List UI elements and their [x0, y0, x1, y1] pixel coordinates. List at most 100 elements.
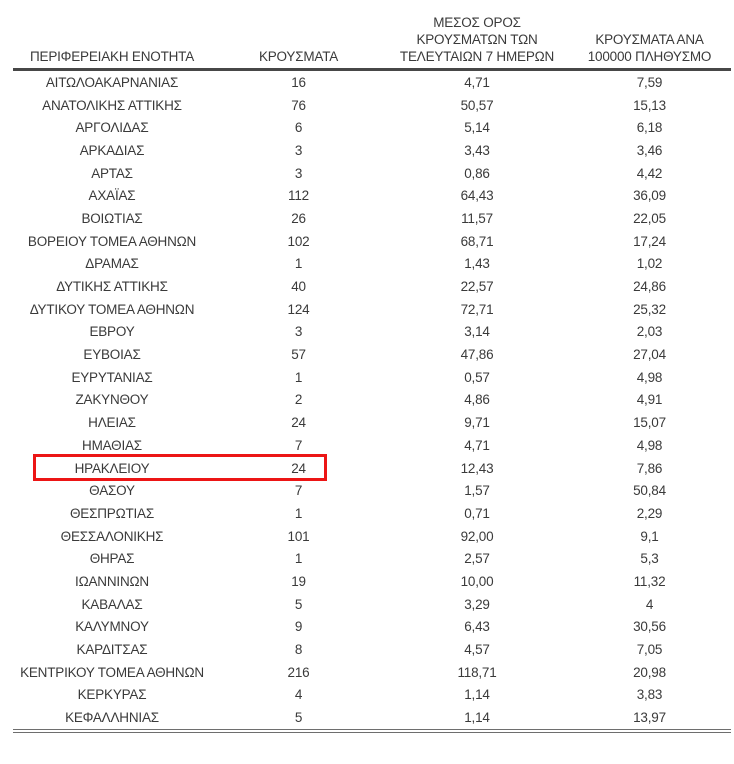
table-row: ΑΝΑΤΟΛΙΚΗΣ ΑΤΤΙΚΗΣ 76 50,57 15,13 — [13, 94, 731, 117]
column-header-line: ΤΕΛΕΥΤΑΙΩΝ 7 ΗΜΕΡΩΝ — [399, 49, 555, 64]
cell-region-name: ΑΧΑΪΑΣ — [88, 188, 136, 204]
cell-avg-7-days: 64,43 — [460, 188, 494, 204]
cell-avg-7-days: 22,57 — [460, 279, 494, 295]
cell-avg-7-days: 4,57 — [464, 642, 490, 658]
cell-region-name: ΔΡΑΜΑΣ — [85, 256, 139, 272]
cell-per-100k: 15,07 — [633, 415, 666, 431]
cell-avg-7-days: 4,86 — [464, 392, 490, 408]
cell-region-name: ΚΑΒΑΛΑΣ — [81, 596, 143, 612]
cell-region-name: ΚΑΡΔΙΤΣΑΣ — [76, 642, 148, 658]
table-row: ΚΑΛΥΜΝΟΥ 9 6,43 30,56 — [13, 616, 731, 639]
cell-cases: 7 — [294, 483, 303, 499]
cell-per-100k: 3,46 — [636, 142, 663, 158]
table-row: ΕΥΒΟΙΑΣ 57 47,86 27,04 — [13, 343, 731, 366]
table-row: ΔΡΑΜΑΣ 1 1,43 1,02 — [13, 253, 731, 276]
cell-region-name: ΒΟΡΕΙΟΥ ΤΟΜΕΑ ΑΘΗΝΩΝ — [27, 233, 197, 249]
cell-region-name: ΗΡΑΚΛΕΙΟΥ — [74, 460, 150, 476]
column-header-line: ΚΡΟΥΣΜΑΤΑ ΑΝΑ — [595, 32, 704, 47]
cell-region-name: ΕΥΡΥΤΑΝΙΑΣ — [71, 369, 153, 385]
cell-cases: 7 — [294, 437, 303, 453]
column-header-per-100k: ΚΡΟΥΣΜΑΤΑ ΑΝΑ 100000 ΠΛΗΘΥΣΜΟ — [568, 31, 731, 65]
table-row: ΑΡΚΑΔΙΑΣ 3 3,43 3,46 — [13, 139, 731, 162]
cell-region-name: ΑΡΚΑΔΙΑΣ — [79, 142, 145, 158]
table-row: ΗΡΑΚΛΕΙΟΥ 24 12,43 7,86 — [13, 454, 731, 482]
column-header-region: ΠΕΡΙΦΕΡΕΙΑΚΗ ΕΝΟΤΗΤΑ — [13, 48, 211, 65]
cell-region-name: ΒΟΙΩΤΙΑΣ — [81, 210, 143, 226]
cell-cases: 3 — [294, 142, 303, 158]
table-row: ΑΡΤΑΣ 3 0,86 4,42 — [13, 162, 731, 185]
cell-per-100k: 50,84 — [633, 483, 666, 499]
table-body: ΑΙΤΩΛΟΑΚΑΡΝΑΝΙΑΣ 16 4,71 7,59 ΑΝΑΤΟΛΙΚΗΣ… — [13, 71, 731, 733]
cell-region-name: ΚΕΝΤΡΙΚΟΥ ΤΟΜΕΑ ΑΘΗΝΩΝ — [20, 664, 204, 680]
cell-avg-7-days: 1,14 — [464, 710, 490, 726]
cell-avg-7-days: 50,57 — [460, 97, 494, 113]
cell-region-name: ΔΥΤΙΚΟΥ ΤΟΜΕΑ ΑΘΗΝΩΝ — [29, 301, 195, 317]
cell-cases: 4 — [294, 687, 303, 703]
cell-per-100k: 27,04 — [633, 347, 666, 363]
cell-avg-7-days: 4,71 — [464, 74, 490, 90]
cell-region-name: ΘΑΣΟΥ — [89, 483, 135, 499]
cell-avg-7-days: 3,29 — [464, 596, 490, 612]
cell-region-name: ΘΕΣΣΑΛΟΝΙΚΗΣ — [60, 528, 164, 544]
cell-per-100k: 25,32 — [633, 301, 666, 317]
cell-avg-7-days: 0,86 — [464, 165, 490, 181]
table-row: ΙΩΑΝΝΙΝΩΝ 19 10,00 11,32 — [13, 570, 731, 593]
cell-cases: 26 — [291, 210, 306, 226]
cell-per-100k: 9,1 — [640, 528, 659, 544]
table-row: ΚΑΡΔΙΤΣΑΣ 8 4,57 7,05 — [13, 638, 731, 661]
cell-avg-7-days: 0,57 — [464, 369, 490, 385]
cell-avg-7-days: 6,43 — [464, 619, 490, 635]
cell-avg-7-days: 72,71 — [460, 301, 494, 317]
cell-per-100k: 24,86 — [633, 279, 666, 295]
cell-per-100k: 4,42 — [636, 165, 663, 181]
table-row: ΔΥΤΙΚΗΣ ΑΤΤΙΚΗΣ 40 22,57 24,86 — [13, 275, 731, 298]
cell-per-100k: 7,59 — [636, 74, 663, 90]
cell-avg-7-days: 5,14 — [464, 120, 490, 136]
cell-per-100k: 11,32 — [633, 573, 666, 589]
cell-cases: 8 — [294, 642, 303, 658]
cell-region-name: ΚΕΦΑΛΛΗΝΙΑΣ — [65, 710, 159, 726]
cell-region-name: ΗΛΕΙΑΣ — [88, 415, 136, 431]
cell-avg-7-days: 4,71 — [464, 437, 490, 453]
cell-cases: 6 — [294, 120, 303, 136]
table-row: ΖΑΚΥΝΘΟΥ 2 4,86 4,91 — [13, 389, 731, 412]
cell-cases: 40 — [291, 279, 306, 295]
cell-region-name: ΚΕΡΚΥΡΑΣ — [77, 687, 147, 703]
cell-per-100k: 7,86 — [636, 460, 663, 476]
cell-region-name: ΑΙΤΩΛΟΑΚΑΡΝΑΝΙΑΣ — [45, 74, 179, 90]
cell-per-100k: 15,13 — [633, 97, 666, 113]
cell-per-100k: 5,3 — [640, 551, 659, 567]
table-row: ΕΒΡΟΥ 3 3,14 2,03 — [13, 321, 731, 344]
cell-cases: 216 — [287, 664, 310, 680]
cell-cases: 76 — [291, 97, 306, 113]
cell-cases: 3 — [294, 165, 303, 181]
cell-per-100k: 7,05 — [636, 642, 663, 658]
column-header-line: ΜΕΣΟΣ ΟΡΟΣ — [433, 15, 521, 30]
cell-per-100k: 4,98 — [636, 437, 663, 453]
table-row: ΚΑΒΑΛΑΣ 5 3,29 4 — [13, 593, 731, 616]
cell-cases: 5 — [294, 710, 303, 726]
cell-per-100k: 30,56 — [633, 619, 666, 635]
cell-cases: 3 — [294, 324, 303, 340]
cell-per-100k: 36,09 — [633, 188, 666, 204]
regional-cases-table: ΠΕΡΙΦΕΡΕΙΑΚΗ ΕΝΟΤΗΤΑ ΚΡΟΥΣΜΑΤΑ ΜΕΣΟΣ ΟΡΟ… — [13, 11, 731, 733]
cell-per-100k: 2,03 — [636, 324, 663, 340]
column-header-line: ΚΡΟΥΣΜΑΤΩΝ ΤΩΝ — [416, 32, 538, 47]
cell-per-100k: 13,97 — [633, 710, 666, 726]
cell-avg-7-days: 0,71 — [464, 505, 490, 521]
cell-per-100k: 3,83 — [636, 687, 663, 703]
cell-avg-7-days: 1,57 — [464, 483, 490, 499]
column-header-line: ΠΕΡΙΦΕΡΕΙΑΚΗ ΕΝΟΤΗΤΑ — [29, 49, 195, 64]
table-row: ΘΕΣΣΑΛΟΝΙΚΗΣ 101 92,00 9,1 — [13, 525, 731, 548]
cell-cases: 101 — [287, 528, 310, 544]
column-header-cases: ΚΡΟΥΣΜΑΤΑ — [211, 48, 386, 65]
cell-cases: 16 — [291, 74, 306, 90]
cell-region-name: ΑΝΑΤΟΛΙΚΗΣ ΑΤΤΙΚΗΣ — [42, 97, 182, 113]
cell-region-name: ΘΕΣΠΡΩΤΙΑΣ — [69, 505, 155, 521]
cell-per-100k: 4,98 — [636, 369, 663, 385]
table-header-row: ΠΕΡΙΦΕΡΕΙΑΚΗ ΕΝΟΤΗΤΑ ΚΡΟΥΣΜΑΤΑ ΜΕΣΟΣ ΟΡΟ… — [13, 11, 731, 71]
cell-region-name: ΑΡΓΟΛΙΔΑΣ — [75, 120, 149, 136]
cell-cases: 5 — [294, 596, 303, 612]
column-header-line: ΚΡΟΥΣΜΑΤΑ — [258, 49, 339, 64]
